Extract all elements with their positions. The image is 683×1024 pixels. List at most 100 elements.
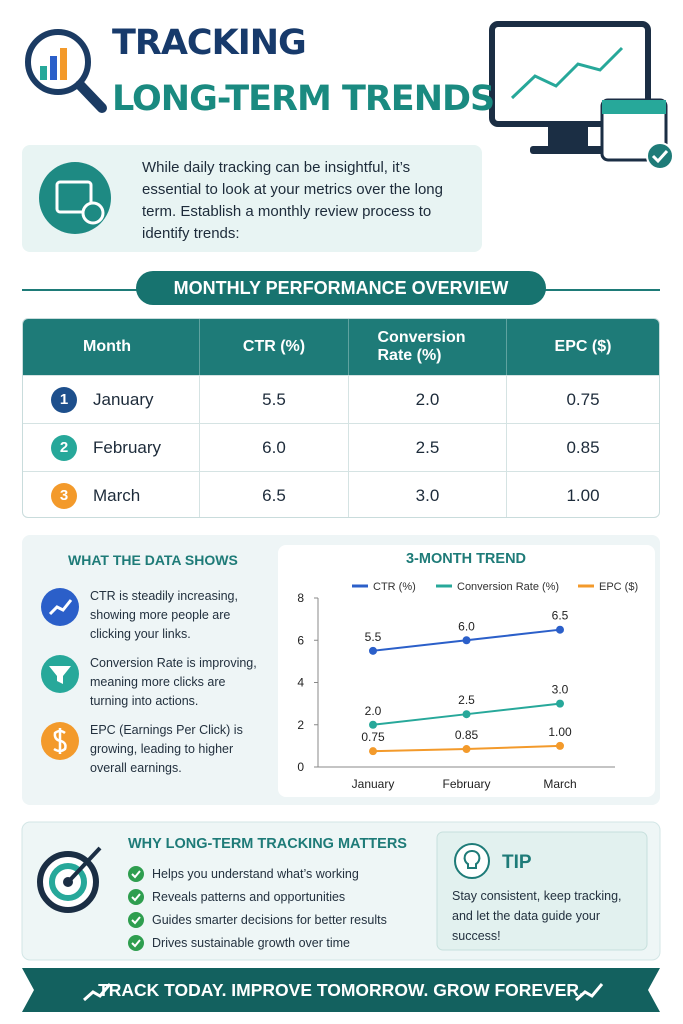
x-tick-label: February bbox=[442, 777, 490, 791]
calendar-top bbox=[602, 100, 666, 114]
table-row: 2 February 6.0 2.5 0.85 bbox=[23, 423, 659, 471]
table-cell: 3.0 bbox=[348, 472, 506, 517]
legend-label: Conversion Rate (%) bbox=[457, 581, 559, 593]
data-label: 5.5 bbox=[365, 630, 382, 644]
data-label: 0.75 bbox=[361, 730, 385, 744]
check-mark bbox=[131, 892, 141, 901]
title-line: TRACKING bbox=[112, 23, 307, 63]
icon-bar bbox=[60, 48, 67, 80]
table-title: MONTHLY PERFORMANCE OVERVIEW bbox=[173, 278, 509, 298]
table-cell: 6.5 bbox=[199, 472, 348, 517]
data-point bbox=[369, 747, 377, 756]
clock-glyph bbox=[81, 201, 105, 225]
month-name: January bbox=[93, 389, 154, 409]
check-icon bbox=[128, 911, 144, 928]
check-icon bbox=[646, 142, 674, 170]
table-cell: 6.0 bbox=[199, 424, 348, 471]
insights-title: WHAT THE DATA SHOWS bbox=[68, 552, 238, 568]
table-cell: 1.00 bbox=[506, 472, 659, 517]
bulb-icon bbox=[454, 843, 490, 879]
check-circle bbox=[128, 888, 144, 905]
cell-value: 6.5 bbox=[262, 485, 286, 505]
table-header-cell: EPC ($) bbox=[506, 319, 659, 375]
cell-value: 3.0 bbox=[415, 485, 440, 505]
data-label: 3.0 bbox=[552, 683, 569, 697]
insight-glyph bbox=[48, 599, 73, 616]
data-point bbox=[556, 625, 564, 634]
insight-text: CTR is steadily increasing, showing more… bbox=[90, 589, 238, 641]
tip-text: Stay consistent, keep tracking, and let … bbox=[452, 889, 622, 943]
target-ring bbox=[49, 863, 87, 901]
bulb-glyph bbox=[463, 850, 481, 869]
intro-text: While daily tracking can be insightful, … bbox=[142, 159, 443, 242]
data-point bbox=[462, 745, 471, 754]
data-point bbox=[556, 699, 564, 708]
why-item: Drives sustainable growth over time bbox=[128, 931, 387, 954]
why-item: Helps you understand what’s working bbox=[128, 862, 387, 885]
chart-box bbox=[278, 545, 655, 797]
calendar-glyph bbox=[55, 180, 93, 214]
table-row: 3 March 6.5 3.0 1.00 bbox=[23, 471, 659, 517]
data-label: 2.5 bbox=[458, 693, 475, 707]
cell-value: 0.85 bbox=[566, 437, 600, 457]
legend-label: EPC ($) bbox=[599, 581, 638, 593]
data-point bbox=[369, 646, 377, 655]
tip-title: TIP bbox=[502, 852, 532, 873]
data-label: 0.85 bbox=[455, 728, 479, 742]
check-mark bbox=[131, 938, 141, 947]
row-badge: 3 bbox=[51, 482, 77, 509]
chart-title: 3-MONTH TREND bbox=[406, 551, 526, 567]
cell-value: 0.75 bbox=[566, 389, 600, 409]
check-icon bbox=[128, 934, 144, 951]
table-header-cell: Conversion Rate (%) bbox=[348, 319, 506, 375]
magnifier-handle bbox=[75, 80, 107, 113]
data-label: 1.00 bbox=[548, 725, 572, 739]
icon-bar bbox=[40, 66, 47, 80]
title-line: LONG-TERM TRENDS bbox=[112, 79, 495, 119]
footer-icon bbox=[83, 983, 112, 1002]
cell-value: 1.00 bbox=[566, 485, 600, 505]
insight-text: Conversion Rate is improving, meaning mo… bbox=[90, 656, 257, 708]
y-tick-label: 8 bbox=[297, 591, 304, 605]
icon-bar bbox=[50, 56, 57, 80]
table-title-pill bbox=[136, 271, 546, 305]
table-cell: 2.0 bbox=[348, 376, 506, 423]
why-list: Helps you understand what’s working Revea… bbox=[128, 862, 387, 954]
insight-glyph bbox=[53, 728, 67, 754]
why-title: WHY LONG-TERM TRACKING MATTERS bbox=[128, 836, 407, 852]
intro-box bbox=[22, 145, 482, 252]
footer-icon bbox=[575, 983, 604, 1002]
table-header-row: Month CTR (%) Conversion Rate (%) EPC ($) bbox=[23, 319, 659, 375]
row-badge: 2 bbox=[51, 434, 77, 461]
why-text: Helps you understand what’s working bbox=[152, 866, 359, 881]
cell-value: 6.0 bbox=[262, 437, 286, 457]
performance-table: Month CTR (%) Conversion Rate (%) EPC ($) 1 J… bbox=[22, 318, 660, 518]
table-cell: 3 March bbox=[23, 472, 199, 517]
monitor-line bbox=[510, 46, 624, 100]
cell-value: 5.5 bbox=[262, 389, 286, 409]
why-item: Reveals patterns and opportunities bbox=[128, 885, 387, 908]
table-header-cell: CTR (%) bbox=[199, 319, 348, 375]
month-name: March bbox=[93, 485, 141, 505]
why-text: Drives sustainable growth over time bbox=[152, 935, 350, 950]
check-mark bbox=[131, 915, 141, 924]
why-text: Guides smarter decisions for better resu… bbox=[152, 912, 387, 927]
footer-text: TRACK TODAY. IMPROVE TOMORROW. GROW FORE… bbox=[98, 980, 584, 1000]
legend-label: CTR (%) bbox=[373, 581, 416, 593]
data-point bbox=[369, 720, 377, 729]
why-item: Guides smarter decisions for better resu… bbox=[128, 908, 387, 931]
table-cell: 2 February bbox=[23, 424, 199, 471]
data-label: 2.0 bbox=[365, 704, 382, 718]
data-point bbox=[462, 636, 471, 645]
check-icon bbox=[128, 888, 144, 905]
table-row: 1 January 5.5 2.0 0.75 bbox=[23, 375, 659, 423]
x-tick-label: March bbox=[543, 777, 576, 791]
column-header: Month bbox=[83, 338, 131, 355]
insight-glyph bbox=[49, 666, 71, 684]
y-tick-label: 6 bbox=[297, 633, 304, 647]
check-circle bbox=[128, 865, 144, 882]
